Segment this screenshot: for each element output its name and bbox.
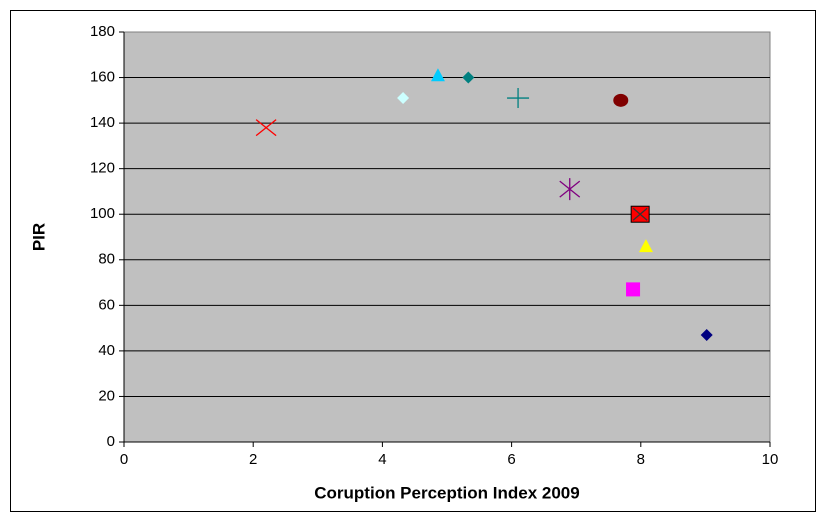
- y-tick-label: 0: [107, 433, 115, 450]
- marker-shape: [430, 68, 445, 82]
- point: [559, 178, 581, 201]
- y-tick-label: 120: [90, 160, 115, 177]
- point: [507, 88, 530, 109]
- marker-stroke: [559, 178, 581, 201]
- marker-shape: [397, 92, 410, 105]
- y-tick-label: 60: [98, 296, 115, 313]
- plot-area: [123, 31, 771, 443]
- point: [397, 92, 410, 105]
- marker-stroke: [507, 88, 530, 109]
- y-tick-label: 180: [90, 23, 115, 40]
- marker-shape: [626, 282, 641, 297]
- marker-shape: [700, 328, 713, 341]
- point: [430, 68, 445, 82]
- x-tick-label: 2: [249, 451, 257, 468]
- y-tick-label: 40: [98, 342, 115, 359]
- point: [613, 93, 629, 107]
- x-tick-label: 10: [762, 451, 779, 468]
- point: [630, 205, 650, 223]
- y-tick-label: 20: [98, 387, 115, 404]
- point: [626, 282, 641, 297]
- marker-shape: [613, 93, 629, 107]
- y-tick-label: 160: [90, 69, 115, 86]
- point: [700, 328, 713, 341]
- marker-shape: [638, 239, 653, 253]
- x-tick-label: 4: [378, 451, 386, 468]
- marker-stroke: [255, 119, 277, 137]
- x-axis-title: Coruption Perception Index 2009: [314, 483, 579, 502]
- point: [462, 71, 475, 84]
- y-axis-title: PIR: [29, 223, 48, 251]
- marker-stroke: [632, 207, 648, 221]
- x-tick-label: 6: [507, 451, 515, 468]
- y-tick-label: 100: [90, 205, 115, 222]
- point: [255, 119, 277, 137]
- x-tick-label: 8: [637, 451, 645, 468]
- marker-shape: [462, 71, 475, 84]
- y-tick-label: 80: [98, 251, 115, 268]
- y-tick-label: 140: [90, 114, 115, 131]
- point: [638, 239, 653, 253]
- x-tick-label: 0: [120, 451, 128, 468]
